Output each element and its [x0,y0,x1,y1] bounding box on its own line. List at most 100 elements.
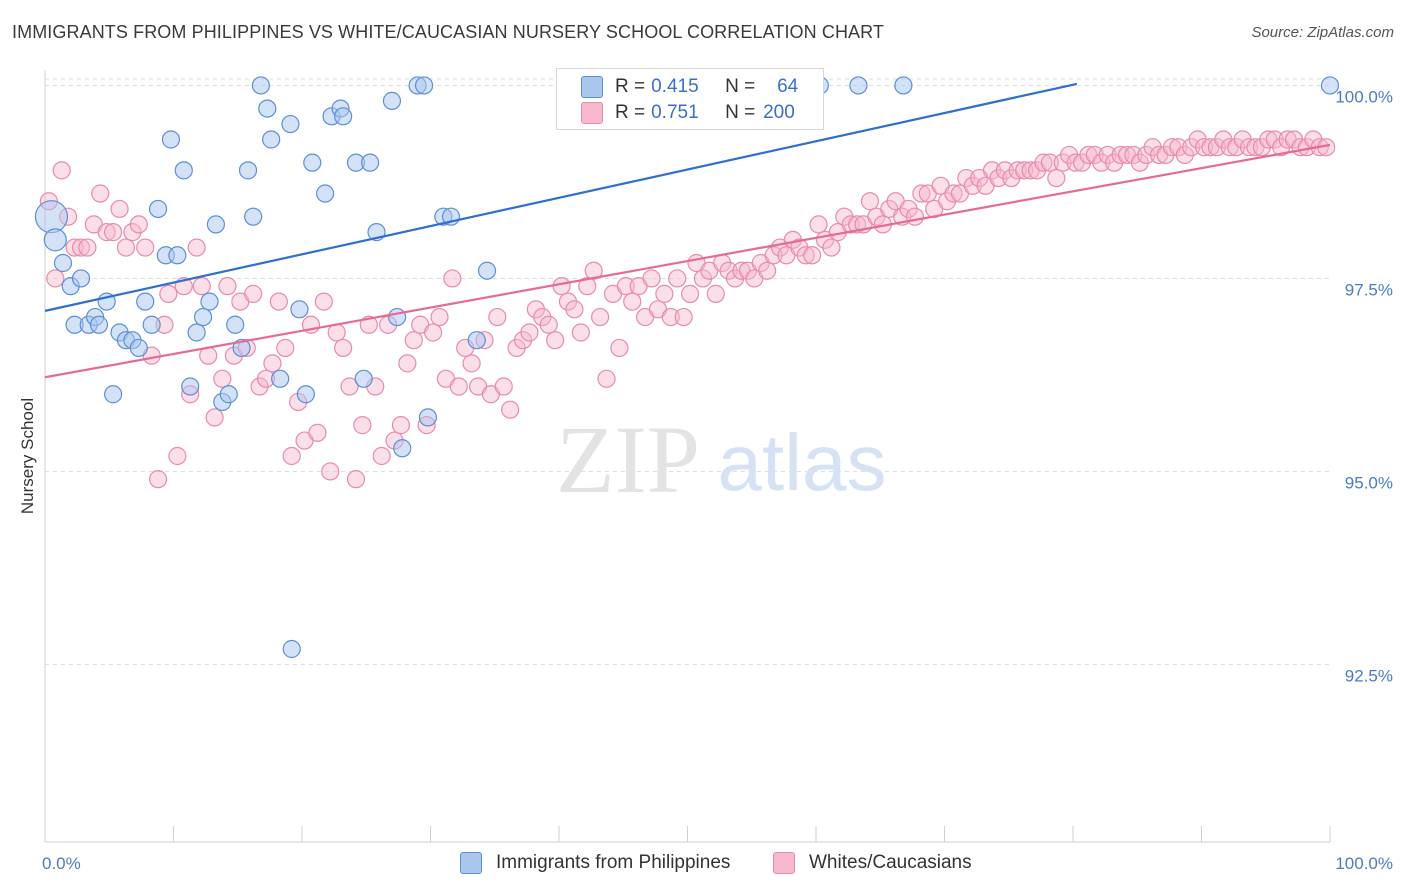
whites-point [1111,145,1130,165]
y-tick-label: 97.5% [1345,280,1393,299]
whites-point [129,215,148,234]
philippines-point [104,385,123,404]
whites-point [1034,153,1053,172]
chart-title: IMMIGRANTS FROM PHILIPPINES VS WHITE/CAU… [12,22,885,42]
whites-point [578,277,597,296]
whites-point [148,470,168,489]
whites-point [52,161,71,180]
whites-point [809,215,828,234]
philippines-point [334,107,353,126]
whites-point [944,184,963,203]
whites-point [91,184,110,203]
whites-point [269,292,288,311]
watermark-zip: ZIP [556,406,700,513]
whites-point [404,331,423,350]
whites-point [591,307,610,327]
whites-point [65,238,84,257]
whites-point [116,238,136,257]
watermark: ZIP atlas [556,406,886,513]
x-tick-label: 100.0% [1335,854,1393,873]
philippines-point [226,315,245,334]
n-value: 200 [763,102,795,123]
x-tick-label: 0.0% [42,854,81,873]
whites-point [346,470,366,489]
n-label: N = [725,76,756,97]
whites-point [680,284,700,303]
philippines-point [244,207,263,226]
n-value: 64 [777,76,799,97]
legend-series: Immigrants from Philippines Whites/Cauca… [0,852,1406,876]
whites-point [597,369,616,388]
philippines-point [296,385,315,404]
whites-point [276,338,295,358]
legend-row-whites: R = 0.751 N = 200 [581,101,795,125]
whites-point [71,238,91,257]
whites-swatch [773,852,795,874]
philippines-point [161,130,181,149]
whites-point [552,277,571,296]
whites-point [706,284,725,303]
whites-point [758,261,777,280]
whites-point [218,277,237,296]
philippines-point [281,114,300,134]
whites-point [571,323,590,342]
whites-point [610,338,629,358]
whites-point [430,307,449,327]
whites-point [213,369,232,388]
whites-point [372,446,391,466]
source-label: Source: ZipAtlas.com [1251,24,1394,41]
philippines-point [849,76,868,95]
r-value: 0.415 [651,76,699,97]
philippines-point [418,408,438,427]
whites-point [501,400,520,419]
philippines-point [258,99,277,118]
whites-point [642,269,661,288]
philippines-point [232,338,251,358]
philippines-point [174,161,193,180]
philippines-point [238,161,258,180]
whites-point [282,446,301,466]
whites-point [661,307,680,327]
y-tick-label: 95.0% [1345,473,1393,492]
watermark-atlas: atlas [718,418,887,507]
whites-point [860,192,880,211]
axes [44,70,1331,843]
whites-point [449,377,468,396]
whites-point [1015,161,1034,180]
whites-point [46,269,65,288]
whites-point [822,238,841,257]
philippines-point [316,184,335,203]
whites-point [391,416,411,435]
whites-point [655,284,674,303]
philippines-point [142,315,161,334]
whites-point [263,354,282,373]
legend-label: Whites/Caucasians [809,852,972,873]
whites-point [912,184,931,203]
philippines-point [136,292,155,311]
whites-point [97,223,116,242]
whites-point [520,323,539,342]
philippines-point [477,261,497,280]
philippines-point [89,315,109,334]
philippines-point [129,338,148,358]
whites-point [78,238,97,257]
trend-lines [44,82,1331,379]
philippines-point [393,439,412,458]
whites-point [187,238,206,257]
legend-item-whites: Whites/Caucasians [773,852,972,874]
whites-point [905,207,925,226]
whites-point [796,246,815,265]
whites-point [1008,161,1027,180]
whites-point [668,269,687,288]
whites-point [308,423,327,442]
whites-point [1194,138,1214,157]
whites-point [353,416,372,435]
philippines-point [467,331,486,350]
philippines-point [43,228,67,252]
whites-point [205,408,224,427]
y-tick-label: 92.5% [1345,666,1393,685]
philippines-point [148,199,168,219]
philippines-trend-line [44,82,1078,312]
whites-point [841,215,860,234]
